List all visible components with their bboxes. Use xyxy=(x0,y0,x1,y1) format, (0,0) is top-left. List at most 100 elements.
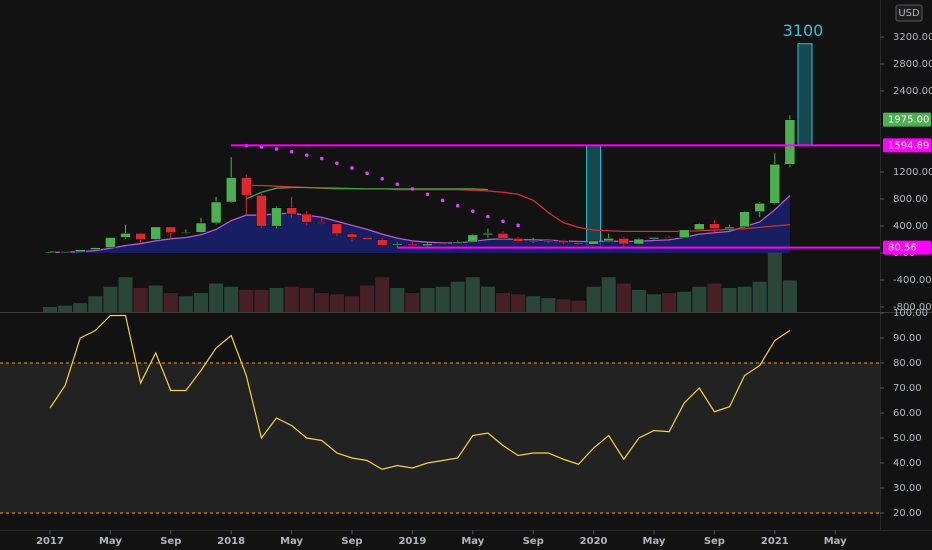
candle-body xyxy=(573,242,584,245)
y-tick-label: 20.00 xyxy=(893,508,922,519)
volume-bar xyxy=(616,283,631,312)
target-label: 3100 xyxy=(783,21,824,40)
sar-dot xyxy=(350,166,354,170)
sar-dot xyxy=(335,161,339,166)
y-tick-label: 50.00 xyxy=(893,433,922,444)
candle-body xyxy=(150,226,161,240)
volume-bar xyxy=(647,294,661,312)
candle-body xyxy=(618,238,630,245)
volume-bar xyxy=(692,286,707,312)
volume-bar xyxy=(148,285,163,312)
candle-body xyxy=(769,164,781,204)
volume-bar xyxy=(405,293,420,312)
y-tick-label: 3200.00 xyxy=(893,32,932,43)
candle-body xyxy=(271,207,282,227)
candle-body xyxy=(482,233,494,236)
volume-bar xyxy=(737,286,752,312)
candle-body xyxy=(120,233,131,238)
volume-bar xyxy=(58,305,73,312)
candle-body xyxy=(588,240,599,245)
candle-body xyxy=(105,237,116,248)
volume-bar xyxy=(465,277,480,312)
sar-dot xyxy=(425,192,430,197)
sar-dot xyxy=(516,223,520,228)
volume-bar xyxy=(496,293,510,312)
candle-body xyxy=(392,243,403,246)
level-label: 1594.89 xyxy=(888,140,929,151)
volume-bar xyxy=(677,291,692,312)
overlay-area xyxy=(50,195,790,254)
sar-dot xyxy=(471,209,475,213)
y-tick-label: 2800.00 xyxy=(893,59,932,70)
candle-body xyxy=(286,207,297,215)
level-label: 80.56 xyxy=(888,243,917,254)
y-tick-label: -400.00 xyxy=(893,275,932,286)
volume-bar xyxy=(43,306,57,312)
y-tick-label: 400.00 xyxy=(893,221,928,232)
volume-bar xyxy=(133,288,148,312)
x-tick-label: 2018 xyxy=(217,536,245,547)
volume-bar xyxy=(662,293,677,312)
x-tick-label: 2017 xyxy=(36,536,64,547)
volume-bar xyxy=(420,288,435,312)
sar-dot xyxy=(274,147,279,151)
volume-bar xyxy=(390,288,405,312)
volume-bar xyxy=(480,286,495,312)
volume-bar xyxy=(209,283,224,312)
volume-bar xyxy=(586,286,601,312)
x-tick-label: 2020 xyxy=(580,536,608,547)
sar-dot xyxy=(365,171,369,176)
x-tick-label: Sep xyxy=(704,536,725,547)
rsi-line xyxy=(49,314,791,470)
volume-bar xyxy=(601,277,616,312)
x-tick-label: 2019 xyxy=(398,536,426,547)
volume-bar xyxy=(88,296,103,312)
candle-body xyxy=(558,240,569,244)
candle-body xyxy=(331,223,343,235)
volume-bar xyxy=(707,283,722,312)
volume-bar xyxy=(782,280,797,312)
candle-body xyxy=(724,226,735,229)
x-tick-label: Sep xyxy=(523,536,544,547)
candle-body xyxy=(376,239,388,246)
x-tick-label: May xyxy=(643,536,666,547)
sar-dot xyxy=(304,153,309,157)
candle-body xyxy=(603,238,614,242)
volume-bar xyxy=(722,288,737,312)
currency-tag xyxy=(895,4,923,22)
candle-body xyxy=(256,195,267,227)
currency-label: USD xyxy=(898,8,920,19)
volume-bar xyxy=(360,285,375,312)
volume-bar xyxy=(511,294,526,312)
candle-body xyxy=(678,229,690,239)
volume-bar xyxy=(269,288,284,312)
candle-body xyxy=(663,237,675,239)
y-tick-label: 90.00 xyxy=(893,333,922,344)
candle-body xyxy=(135,233,146,240)
level-tag xyxy=(883,240,931,255)
x-tick-label: Sep xyxy=(160,536,181,547)
volume-bar xyxy=(375,277,390,312)
volume-bar xyxy=(631,289,646,312)
volume-bar xyxy=(767,252,782,312)
y-tick-label: 40.00 xyxy=(893,458,922,469)
target-box xyxy=(797,43,813,146)
candle-body xyxy=(694,223,705,230)
x-tick-label: May xyxy=(280,536,303,547)
sar-dot xyxy=(380,176,385,181)
candle-body xyxy=(543,240,554,242)
volume-bar xyxy=(284,286,299,312)
sar-dot xyxy=(486,214,490,219)
candle-body xyxy=(180,232,192,234)
candle-body xyxy=(74,249,86,253)
volume-bar xyxy=(163,293,178,312)
volume-bar xyxy=(254,289,269,312)
y-tick-label: 800.00 xyxy=(893,194,928,205)
volume-bar xyxy=(299,288,314,312)
volume-bar xyxy=(239,289,254,312)
y-tick-label: 80.00 xyxy=(893,358,922,369)
x-tick-label: May xyxy=(824,536,847,547)
candle-body xyxy=(437,243,448,245)
volume-bar xyxy=(435,286,450,312)
y-tick-label: 2400.00 xyxy=(893,86,932,97)
